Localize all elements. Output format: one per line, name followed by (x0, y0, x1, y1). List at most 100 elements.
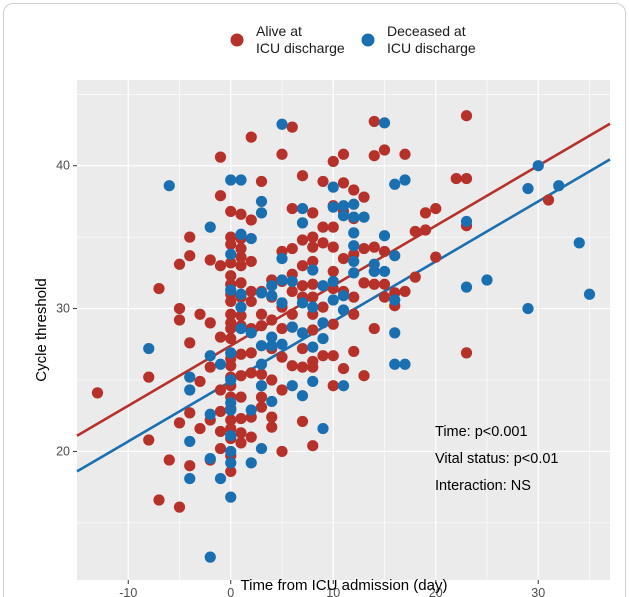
point-deceased (266, 340, 278, 352)
point-alive (214, 331, 227, 343)
point-alive (163, 454, 175, 466)
point-alive (266, 314, 278, 326)
point-deceased (348, 255, 360, 268)
point-deceased (204, 452, 216, 465)
point-alive (245, 367, 257, 379)
x-tick-label: 10 (326, 586, 340, 597)
point-deceased (276, 338, 288, 350)
point-alive (235, 260, 247, 272)
point-deceased (225, 404, 237, 416)
point-alive (225, 308, 237, 320)
point-deceased (276, 274, 288, 286)
point-alive (245, 255, 257, 268)
point-alive (348, 345, 360, 358)
point-alive (327, 155, 339, 168)
point-deceased (204, 221, 216, 233)
point-alive (143, 434, 155, 446)
point-alive (245, 347, 257, 359)
point-deceased (522, 182, 534, 195)
point-alive (419, 224, 432, 236)
point-deceased (296, 217, 309, 229)
point-deceased (225, 457, 237, 469)
point-deceased (317, 317, 329, 329)
annotation-text: Interaction: NS (435, 478, 531, 494)
point-deceased (337, 380, 350, 392)
annotations: Time: p<0.001 Vital status: p<0.01 Interac… (435, 424, 558, 494)
point-deceased (532, 160, 544, 172)
point-alive (255, 175, 268, 188)
point-alive (450, 172, 462, 185)
point-deceased (286, 321, 298, 333)
point-deceased (276, 252, 288, 265)
x-axis-label: Time from ICU admission (day) (241, 577, 448, 594)
regression-line (76, 122, 611, 437)
point-alive (296, 170, 309, 182)
point-deceased (337, 200, 350, 212)
point-deceased (225, 374, 237, 386)
point-alive (214, 405, 227, 418)
annotation-text: Vital status: p<0.01 (435, 451, 558, 467)
point-deceased (583, 288, 596, 300)
point-alive (307, 207, 319, 219)
point-deceased (307, 264, 319, 276)
point-alive (184, 337, 196, 349)
point-alive (307, 440, 319, 452)
point-alive (430, 202, 442, 215)
point-alive (173, 258, 186, 270)
point-alive (307, 255, 319, 268)
point-alive (378, 144, 391, 156)
point-alive (173, 314, 186, 326)
point-alive (399, 285, 411, 298)
point-alive (368, 241, 380, 253)
point-alive (235, 242, 247, 255)
point-alive (245, 295, 257, 308)
point-alive (286, 242, 298, 255)
point-alive (235, 437, 247, 449)
point-alive (225, 238, 237, 250)
point-deceased (184, 371, 196, 383)
point-alive (358, 370, 370, 382)
point-alive (378, 291, 391, 303)
point-deceased (235, 301, 247, 313)
point-deceased (266, 331, 278, 343)
point-alive (184, 407, 196, 419)
point-deceased (235, 322, 247, 335)
point-deceased (245, 232, 257, 245)
point-alive (276, 351, 288, 363)
point-alive (235, 427, 247, 439)
point-alive (419, 207, 432, 219)
point-deceased (553, 180, 565, 192)
point-deceased (522, 302, 534, 315)
point-deceased (296, 327, 309, 339)
point-deceased (163, 180, 175, 192)
point-deceased (389, 327, 401, 339)
point-deceased (184, 384, 196, 396)
point-deceased (327, 181, 339, 193)
point-deceased (327, 275, 339, 288)
point-deceased (348, 267, 360, 279)
point-alive (327, 265, 339, 278)
point-alive (378, 278, 391, 290)
point-alive (225, 465, 237, 478)
point-alive (542, 194, 555, 206)
point-deceased (255, 195, 268, 208)
point-alive (153, 282, 165, 295)
point-deceased (573, 237, 585, 249)
point-alive (225, 205, 237, 218)
point-alive (296, 234, 309, 246)
point-alive (307, 241, 319, 253)
point-alive (255, 368, 268, 380)
point-deceased (327, 201, 339, 213)
point-alive (235, 370, 247, 382)
point-deceased (225, 248, 237, 260)
point-alive (214, 190, 227, 202)
point-alive (194, 308, 206, 320)
point-deceased (266, 280, 278, 292)
y-axis-ticks: 20 30 40 (56, 159, 77, 458)
legend-marker-alive (230, 33, 244, 47)
y-tick-label: 20 (56, 444, 70, 458)
point-alive (327, 350, 339, 362)
point-alive (266, 374, 278, 386)
y-tick-label: 30 (56, 302, 70, 316)
point-alive (235, 310, 247, 322)
